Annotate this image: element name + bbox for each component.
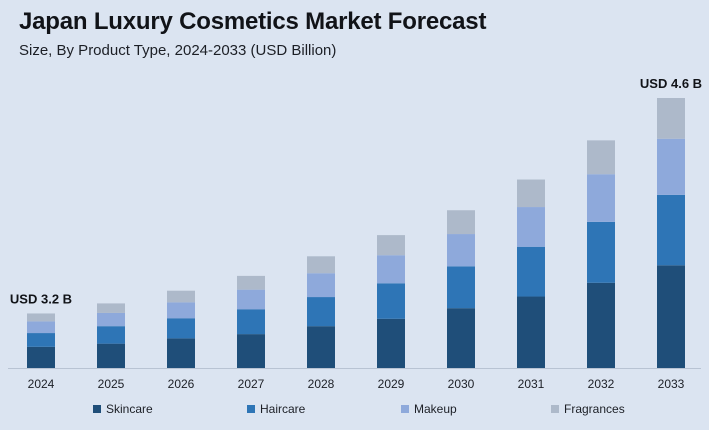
bar-segment-makeup-2026 (167, 302, 195, 319)
stacked-bar-chart: 2024 2025 2026 2027 2028 2029 2030 2031 2032 2033… (8, 76, 702, 391)
x-tick-label: 2028 (308, 377, 335, 391)
x-tick-label: 2033 (658, 377, 685, 391)
bar-segment-makeup-2029 (377, 255, 405, 284)
bar-segment-makeup-2024 (27, 321, 55, 334)
bar-segment-skincare-2033 (657, 265, 685, 368)
legend-item-fragrances: Fragrances (551, 402, 625, 416)
bar-segment-makeup-2032 (587, 174, 615, 222)
bar-segment-makeup-2025 (97, 312, 125, 327)
chart-subtitle: Size, By Product Type, 2024-2033 (USD Bi… (19, 42, 337, 59)
bar-segment-fragrances-2025 (97, 303, 125, 313)
bar-segment-haircare-2033 (657, 194, 685, 266)
x-tick-label: 2029 (378, 377, 405, 391)
bar-segment-makeup-2027 (237, 289, 265, 310)
bar-segment-makeup-2030 (447, 234, 475, 267)
bar-segment-makeup-2028 (307, 273, 335, 298)
legend-item-skincare: Skincare (93, 402, 153, 416)
bar-segment-haircare-2025 (97, 326, 125, 344)
bar-segment-makeup-2031 (517, 207, 545, 247)
legend-item-haircare: Haircare (247, 402, 305, 416)
bar-segment-fragrances-2028 (307, 256, 335, 274)
total-annotation-label: USD 3.2 B (10, 291, 72, 306)
legend-swatch (247, 405, 255, 413)
bar-segment-skincare-2030 (447, 308, 475, 368)
legend-label: Haircare (260, 402, 306, 416)
bar-segment-skincare-2031 (517, 296, 545, 368)
x-tick-label: 2025 (98, 377, 125, 391)
legend-item-makeup: Makeup (401, 402, 457, 416)
x-tick-label: 2024 (28, 377, 55, 391)
bar-segment-skincare-2024 (27, 346, 55, 368)
bar-segment-fragrances-2026 (167, 290, 195, 303)
bar-segment-haircare-2026 (167, 318, 195, 339)
legend-swatch (401, 405, 409, 413)
x-tick-label: 2032 (588, 377, 615, 391)
bar-segment-haircare-2032 (587, 221, 615, 283)
bar-segment-haircare-2031 (517, 246, 545, 297)
x-tick-label: 2027 (238, 377, 265, 391)
bar-segment-haircare-2030 (447, 266, 475, 309)
chart-legend: Skincare Haircare Makeup Fragrances (0, 402, 709, 420)
legend-label: Fragrances (564, 402, 625, 416)
x-tick-label: 2030 (448, 377, 475, 391)
x-tick-label: 2026 (168, 377, 195, 391)
bar-segment-skincare-2029 (377, 318, 405, 368)
bar-segment-haircare-2024 (27, 333, 55, 347)
bar-segment-fragrances-2027 (237, 275, 265, 290)
legend-swatch (93, 405, 101, 413)
bar-segment-haircare-2027 (237, 309, 265, 335)
bar-segment-skincare-2026 (167, 338, 195, 368)
bar-segment-haircare-2028 (307, 297, 335, 327)
legend-label: Makeup (414, 402, 457, 416)
bar-segment-makeup-2033 (657, 138, 685, 195)
legend-label: Skincare (106, 402, 153, 416)
bar-segment-fragrances-2033 (657, 98, 685, 139)
bar-segment-fragrances-2032 (587, 140, 615, 175)
chart-title: Japan Luxury Cosmetics Market Forecast (19, 8, 487, 35)
bar-segment-fragrances-2029 (377, 235, 405, 256)
legend-swatch (551, 405, 559, 413)
bar-segment-fragrances-2031 (517, 179, 545, 208)
bar-segment-skincare-2032 (587, 282, 615, 368)
total-annotation-label: USD 4.6 B (640, 76, 702, 91)
x-tick-label: 2031 (518, 377, 545, 391)
bar-segment-fragrances-2030 (447, 210, 475, 235)
bar-segment-fragrances-2024 (27, 313, 55, 322)
bar-segment-skincare-2028 (307, 326, 335, 368)
bar-segment-haircare-2029 (377, 283, 405, 319)
bar-segment-skincare-2027 (237, 334, 265, 368)
bar-segment-skincare-2025 (97, 343, 125, 368)
